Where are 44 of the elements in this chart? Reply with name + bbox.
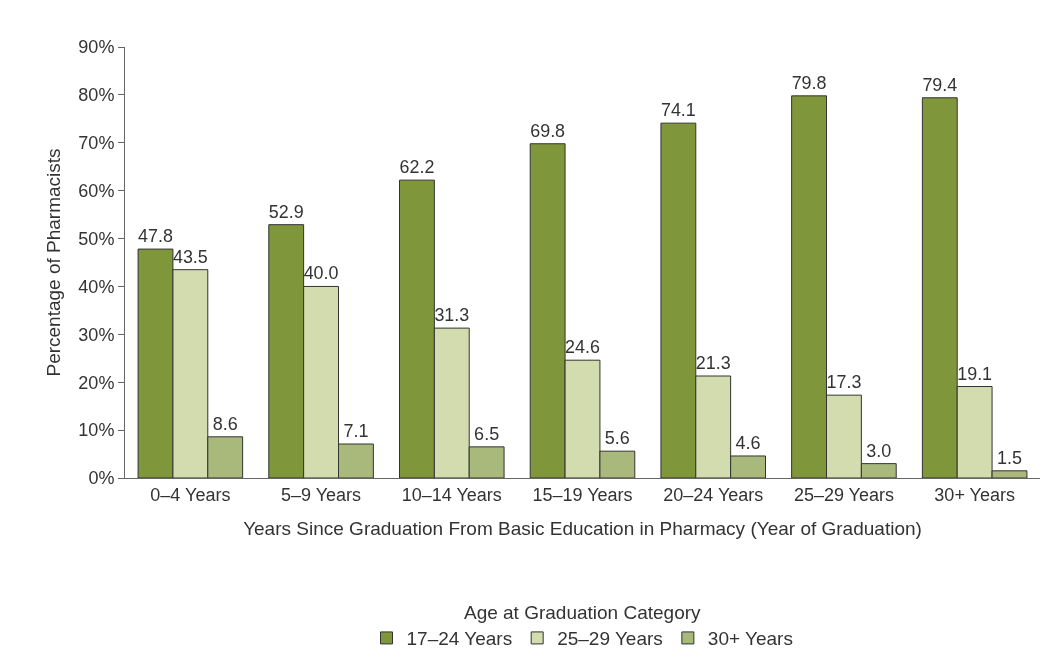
legend-label: 30+ Years <box>707 628 793 650</box>
data-label: 74.1 <box>660 100 696 121</box>
y-tick-label: 40% <box>78 276 115 297</box>
y-tick-label: 80% <box>78 85 115 106</box>
data-label: 31.3 <box>434 305 470 326</box>
data-label: 6.5 <box>474 423 500 444</box>
data-label: 62.2 <box>399 157 435 178</box>
y-tick-label: 60% <box>78 180 115 201</box>
y-tick-label: 30% <box>78 324 115 345</box>
x-tick-label: 15–19 Years <box>532 484 633 505</box>
data-label: 8.6 <box>212 413 238 434</box>
y-tick-label: 70% <box>78 133 115 154</box>
data-label: 21.3 <box>695 353 731 374</box>
data-label: 17.3 <box>826 372 862 393</box>
data-label: 19.1 <box>957 363 993 384</box>
x-tick-label: 30+ Years <box>934 484 1015 505</box>
legend-title: Age at Graduation Category <box>463 602 702 624</box>
data-label: 4.6 <box>735 432 761 453</box>
data-label: 43.5 <box>172 246 208 267</box>
x-tick-label: 5–9 Years <box>281 484 362 505</box>
y-axis-title: Percentage of Pharmacists <box>43 148 65 377</box>
data-label: 3.0 <box>866 440 892 461</box>
data-label: 69.8 <box>530 120 566 141</box>
data-label: 7.1 <box>343 421 369 441</box>
data-label: 1.5 <box>996 447 1023 468</box>
y-tick-label: 0% <box>88 468 115 489</box>
x-axis-title: Years Since Graduation From Basic Education in Pharmacy (Year of Graduation) <box>243 518 922 540</box>
data-label: 47.8 <box>138 226 173 247</box>
x-tick-label: 10–14 Years <box>401 484 502 505</box>
y-tick-label: 10% <box>78 420 115 441</box>
data-label: 5.6 <box>604 428 630 449</box>
x-tick-label: 20–24 Years <box>663 484 764 505</box>
y-tick-label: 50% <box>78 228 115 249</box>
y-tick-label: 90% <box>78 37 115 58</box>
data-label: 24.6 <box>565 337 600 358</box>
legend-label: 25–29 Years <box>557 628 663 650</box>
data-label: 40.0 <box>303 263 339 284</box>
data-label: 52.9 <box>268 201 304 222</box>
x-tick-label: 25–29 Years <box>793 484 894 505</box>
legend-label: 17–24 Years <box>406 628 513 650</box>
x-tick-label: 0–4 Years <box>150 484 231 505</box>
data-label: 79.8 <box>791 72 827 93</box>
y-tick-label: 20% <box>78 372 115 393</box>
data-label: 79.4 <box>922 74 958 95</box>
